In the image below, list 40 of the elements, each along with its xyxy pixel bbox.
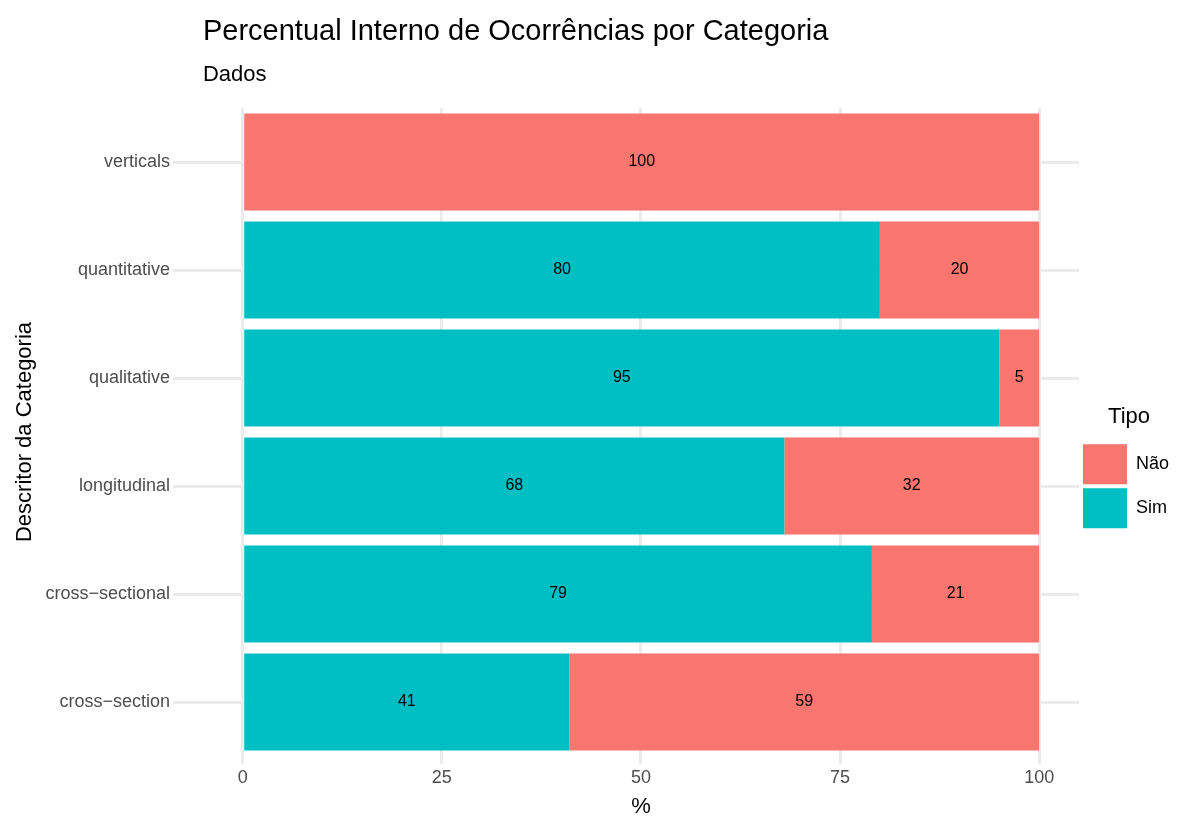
- bar: [244, 653, 570, 751]
- data-label: 79: [549, 584, 568, 602]
- data-label: 80: [553, 260, 572, 278]
- x-tick-label: 25: [431, 766, 452, 787]
- y-tick-label: qualitative: [88, 366, 170, 387]
- data-label: 20: [950, 260, 969, 278]
- bar: [879, 221, 1040, 319]
- bar: [244, 221, 880, 319]
- bar: [244, 329, 1000, 427]
- bar: [569, 653, 1040, 751]
- chart-subtitle: Dados: [202, 61, 267, 86]
- data-label: 41: [397, 692, 416, 710]
- x-tick-label: 75: [830, 766, 851, 787]
- bar: [244, 545, 872, 643]
- x-tick-label: 100: [1024, 766, 1055, 787]
- y-tick-label: quantitative: [77, 258, 170, 279]
- x-tick-label: 0: [237, 766, 248, 787]
- data-label: 100: [628, 152, 656, 170]
- bar: [244, 113, 1040, 211]
- x-tick-label: 50: [630, 766, 651, 787]
- data-label: 32: [902, 476, 921, 494]
- data-label: 21: [946, 584, 965, 602]
- y-tick-label: cross−section: [59, 690, 170, 711]
- legend-label: Não: [1135, 453, 1170, 474]
- x-axis-title: %: [631, 792, 651, 818]
- data-label: 5: [1014, 368, 1024, 386]
- data-label: 68: [505, 476, 524, 494]
- bar: [244, 437, 785, 535]
- legend-label: Sim: [1135, 497, 1167, 518]
- y-tick-label: cross−sectional: [45, 582, 170, 603]
- bar: [999, 329, 1040, 427]
- bar: [784, 437, 1040, 535]
- y-axis-title: Descritor da Categoria: [11, 321, 37, 543]
- legend-title: Tipo: [1108, 402, 1150, 428]
- chart-title: Percentual Interno de Ocorrências por Categoria: [202, 14, 830, 46]
- data-label: 95: [612, 368, 631, 386]
- bar: [871, 545, 1040, 643]
- data-label: 59: [795, 692, 814, 710]
- y-tick-label: longitudinal: [78, 474, 170, 495]
- y-tick-label: verticals: [103, 150, 170, 171]
